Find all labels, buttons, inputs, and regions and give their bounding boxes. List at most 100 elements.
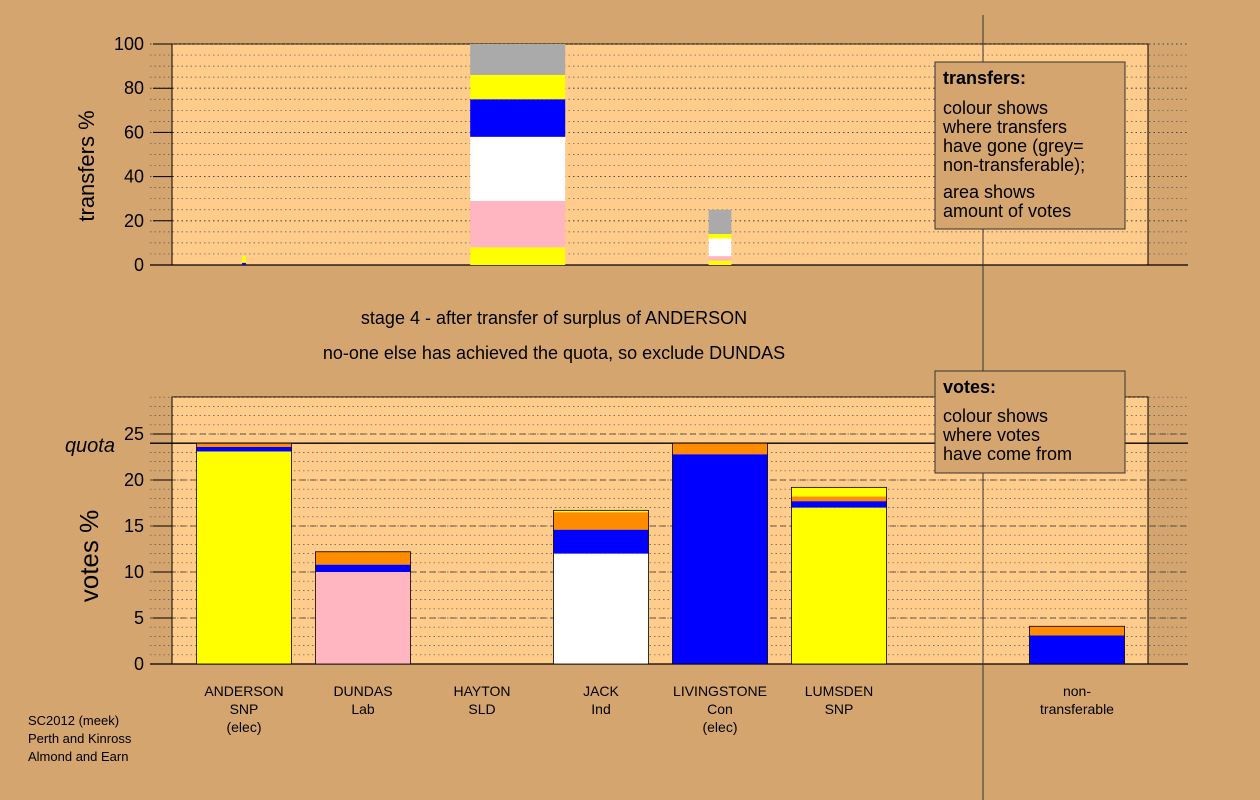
- y-tick-label: 40: [124, 167, 144, 187]
- candidate-label: ANDERSON SNP (elec): [204, 683, 283, 735]
- transfers-legend-title: transfers:: [943, 68, 1026, 88]
- footer-line: SC2012 (meek): [28, 713, 119, 728]
- bar-segment: [553, 529, 649, 554]
- votes-legend-line: have come from: [943, 444, 1072, 464]
- bar-outline: [1029, 625, 1125, 665]
- bar-segment: [315, 564, 411, 572]
- bar-segment: [672, 454, 768, 664]
- y-tick-label: 15: [124, 516, 144, 536]
- y-tick-label: 0: [134, 255, 144, 275]
- bar-segment: [708, 234, 732, 239]
- candidate-label-line: ANDERSON: [204, 683, 283, 699]
- bar-segment: [708, 256, 732, 261]
- bar-segment: [196, 451, 292, 664]
- bar-segment: [708, 209, 732, 235]
- transfers-legend-line: colour shows: [943, 98, 1048, 118]
- candidate-label-line: DUNDAS: [333, 683, 392, 699]
- candidate-label-line: Lab: [351, 701, 375, 717]
- votes-bars: [196, 442, 1125, 665]
- y-tick-label: 20: [124, 470, 144, 490]
- votes-legend-line: where votes: [942, 425, 1040, 445]
- candidate-label-line: HAYTON: [453, 683, 510, 699]
- candidate-label-line: Con: [707, 701, 733, 717]
- candidate-label: DUNDAS Lab: [333, 683, 392, 717]
- bar-segment: [791, 492, 887, 497]
- bar-segment: [470, 74, 566, 100]
- bar-segment: [791, 501, 887, 508]
- bar-segment: [470, 99, 566, 137]
- bar-segment: [470, 44, 566, 75]
- bar-segment: [196, 446, 292, 452]
- bar-segment: [672, 443, 768, 455]
- votes-y-axis-label: votes %: [74, 510, 104, 603]
- bar-segment: [791, 487, 887, 493]
- votes-legend-line: colour shows: [943, 406, 1048, 426]
- bar-segment: [242, 262, 246, 265]
- candidate-labels: ANDERSON SNP (elec) DUNDAS Lab HAYTON SLD JACK I…: [204, 683, 1114, 735]
- transfers-legend-box: [934, 61, 1126, 230]
- candidate-label: non-transferable: [1040, 683, 1114, 717]
- candidate-label-line: non-: [1063, 683, 1091, 699]
- transfers-legend: transfers: colour shows where transfers …: [934, 61, 1126, 230]
- y-tick-label: 0: [134, 654, 144, 674]
- footer-line: Perth and Kinross: [28, 731, 132, 746]
- transfers-bars: [242, 44, 732, 265]
- y-tick-label: 60: [124, 122, 144, 142]
- candidate-label: JACK Ind: [583, 683, 619, 717]
- bar-segment: [1029, 626, 1125, 636]
- candidate-label: LUMSDEN SNP: [805, 683, 873, 717]
- bar-segment: [470, 200, 566, 248]
- bar-segment: [1029, 635, 1125, 664]
- candidate-label-line: JACK: [583, 683, 619, 699]
- bar-segment: [242, 256, 246, 263]
- bar-segment: [791, 496, 887, 502]
- bar-outline: [672, 442, 768, 665]
- bar-segment: [708, 238, 732, 257]
- quota-label: quota: [65, 435, 115, 457]
- bar-segment: [315, 572, 411, 664]
- bar-segment: [553, 510, 649, 513]
- candidate-label-line: LUMSDEN: [805, 683, 873, 699]
- bar-outline: [315, 551, 411, 665]
- bar-outline: [791, 486, 887, 665]
- votes-legend: votes: colour shows where votes have com…: [934, 370, 1126, 474]
- bar-segment: [553, 553, 649, 664]
- candidate-label-line: transferable: [1040, 701, 1114, 717]
- bar-segment: [470, 136, 566, 201]
- candidate-label: LIVINGSTONE Con (elec): [673, 683, 767, 735]
- stage-title: stage 4 - after transfer of surplus of A…: [361, 308, 747, 328]
- transfers-legend-line: have gone (grey=: [943, 136, 1084, 156]
- candidate-label-line: SLD: [468, 701, 495, 717]
- candidate-label-line: (elec): [702, 719, 737, 735]
- candidate-label: HAYTON SLD: [453, 683, 510, 717]
- stage-subtitle: no-one else has achieved the quota, so e…: [323, 343, 785, 363]
- y-tick-label: 20: [124, 211, 144, 231]
- votes-legend-box: [934, 370, 1126, 474]
- transfers-y-ticks: 0 20 40 60 80 100: [114, 34, 172, 275]
- transfers-legend-line: non-transferable);: [943, 155, 1085, 175]
- candidate-label-line: SNP: [825, 701, 854, 717]
- candidate-label-line: SNP: [230, 701, 259, 717]
- y-tick-label: 25: [124, 424, 144, 444]
- y-tick-label: 100: [114, 34, 144, 54]
- bar-outline: [196, 442, 292, 665]
- bar-segment: [315, 551, 411, 565]
- bar-outline: [553, 509, 649, 665]
- votes-legend-title: votes:: [943, 377, 996, 397]
- bar-segment: [708, 260, 732, 265]
- transfers-legend-line: area shows: [943, 182, 1035, 202]
- bar-segment: [470, 247, 566, 265]
- candidate-label-line: Ind: [591, 701, 610, 717]
- candidate-label-line: LIVINGSTONE: [673, 683, 767, 699]
- y-tick-label: 80: [124, 78, 144, 98]
- bar-segment: [553, 512, 649, 530]
- y-tick-label: 5: [134, 608, 144, 628]
- candidate-label-line: (elec): [226, 719, 261, 735]
- transfers-y-axis-label: transfers %: [74, 110, 99, 221]
- bar-segment: [196, 443, 292, 447]
- y-tick-label: 10: [124, 562, 144, 582]
- transfers-legend-line: where transfers: [942, 117, 1067, 137]
- footer-info: SC2012 (meek) Perth and Kinross Almond a…: [28, 713, 132, 764]
- bar-segment: [791, 507, 887, 664]
